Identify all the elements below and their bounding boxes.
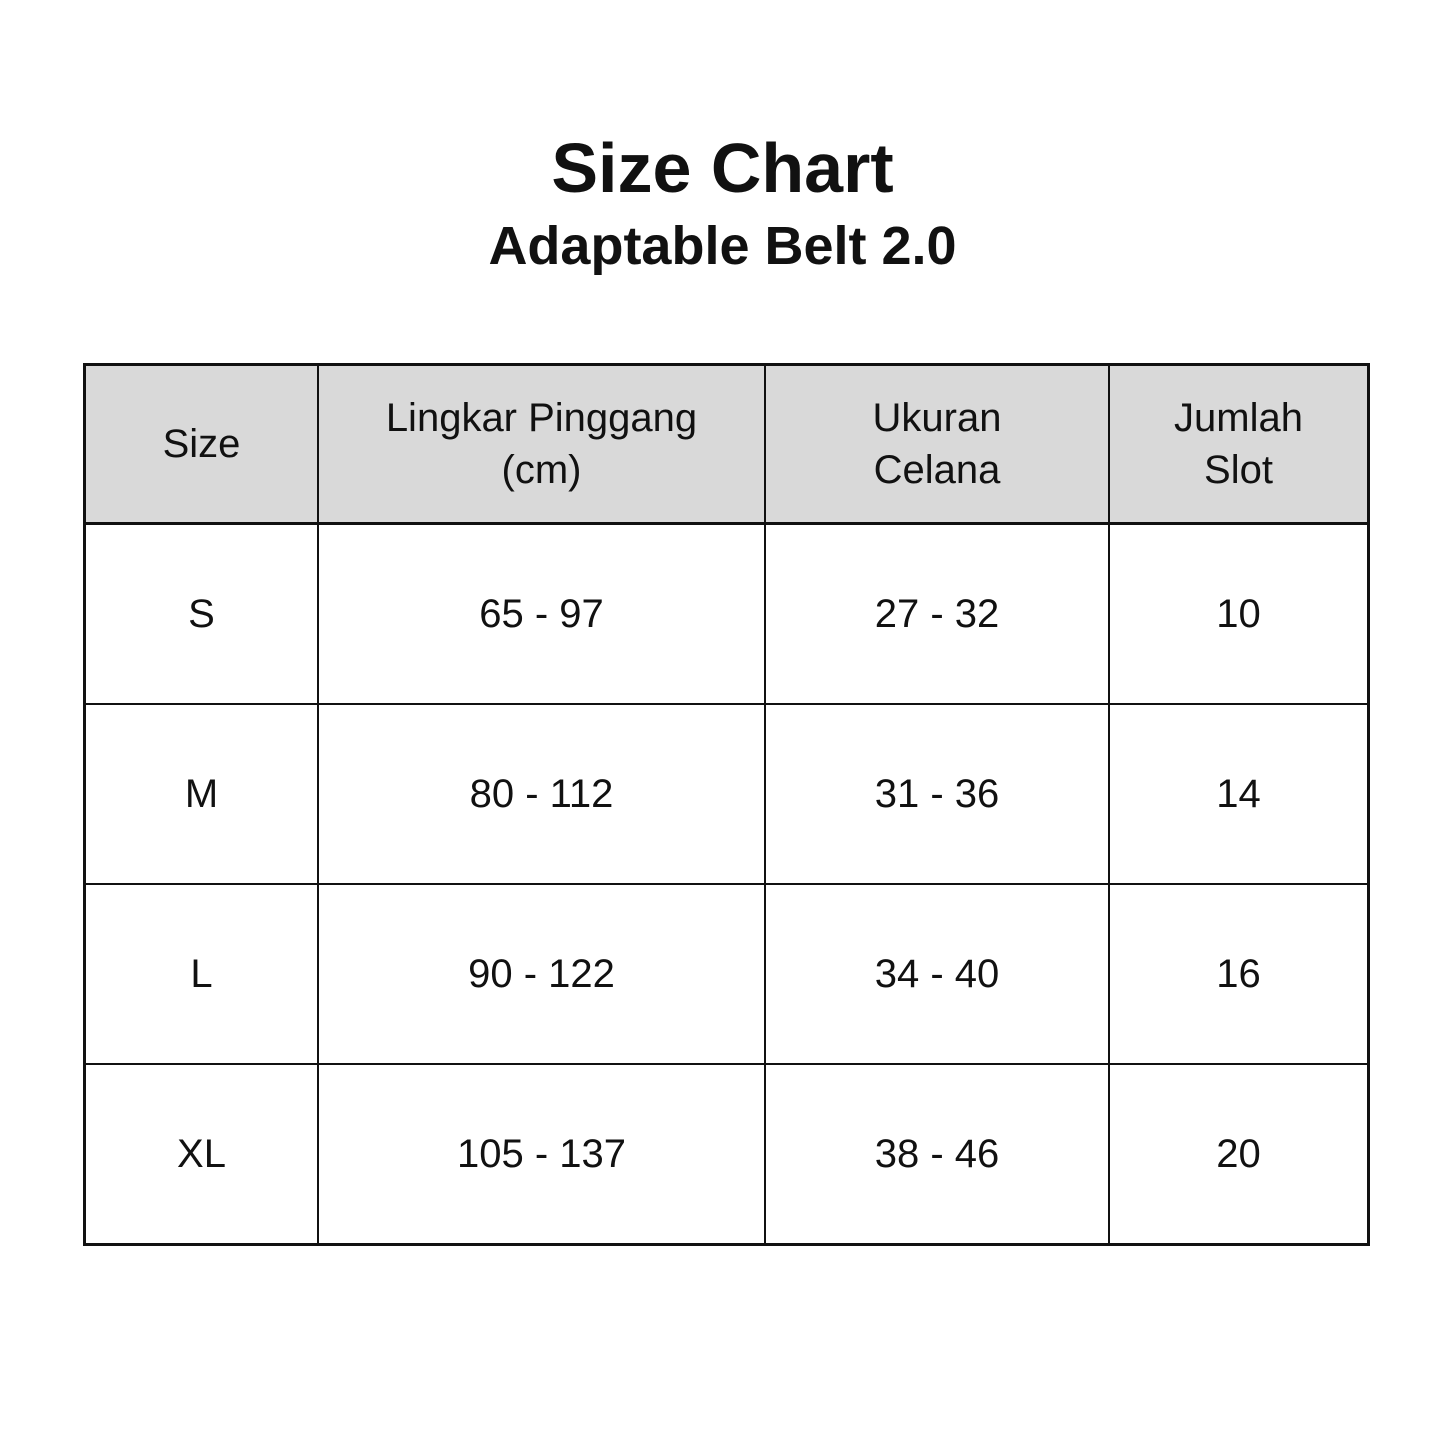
table-row: S 65 - 97 27 - 32 10 <box>83 522 1370 705</box>
table-header-row: Size Lingkar Pinggang (cm) Ukuran Celana J… <box>83 363 1370 525</box>
table-row: M 80 - 112 31 - 36 14 <box>83 703 1370 885</box>
header-size: Size <box>83 363 319 525</box>
cell-slot-count: 10 <box>1108 522 1370 705</box>
cell-pants-size: 38 - 46 <box>764 1063 1110 1246</box>
cell-waist: 105 - 137 <box>317 1063 766 1246</box>
header-pants-size: Ukuran Celana <box>764 363 1110 525</box>
header-slot-count: Jumlah Slot <box>1108 363 1370 525</box>
cell-size: XL <box>83 1063 319 1246</box>
cell-size: L <box>83 883 319 1065</box>
cell-waist: 80 - 112 <box>317 703 766 885</box>
cell-pants-size: 27 - 32 <box>764 522 1110 705</box>
cell-slot-count: 16 <box>1108 883 1370 1065</box>
table-row: L 90 - 122 34 - 40 16 <box>83 883 1370 1065</box>
page-title: Size Chart <box>551 129 894 207</box>
cell-pants-size: 34 - 40 <box>764 883 1110 1065</box>
cell-waist: 65 - 97 <box>317 522 766 705</box>
cell-size: S <box>83 522 319 705</box>
size-chart-table: Size Lingkar Pinggang (cm) Ukuran Celana J… <box>83 363 1370 1246</box>
cell-slot-count: 14 <box>1108 703 1370 885</box>
table-row: XL 105 - 137 38 - 46 20 <box>83 1063 1370 1246</box>
header-waist: Lingkar Pinggang (cm) <box>317 363 766 525</box>
cell-size: M <box>83 703 319 885</box>
cell-slot-count: 20 <box>1108 1063 1370 1246</box>
cell-waist: 90 - 122 <box>317 883 766 1065</box>
page-subtitle: Adaptable Belt 2.0 <box>488 216 957 276</box>
cell-pants-size: 31 - 36 <box>764 703 1110 885</box>
